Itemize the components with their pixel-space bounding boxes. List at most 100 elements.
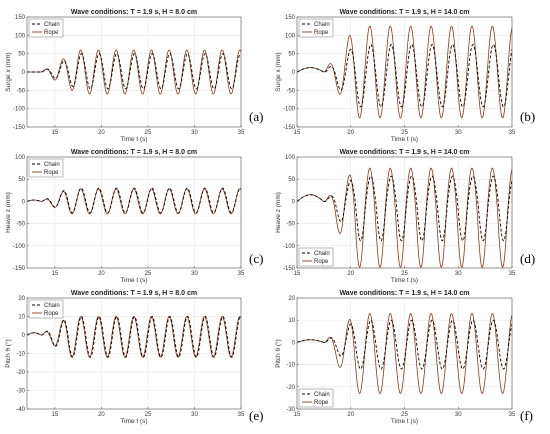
x-tick-label: 30 — [191, 271, 198, 277]
y-tick-label: -150 — [283, 266, 296, 272]
x-tick-label: 25 — [145, 271, 152, 277]
legend: Chain Rope — [28, 299, 64, 319]
x-axis-label: Time t (s) — [391, 418, 418, 425]
legend: Chain Rope — [28, 18, 64, 38]
x-tick-label: 20 — [347, 412, 354, 418]
x-tick-label: 35 — [238, 412, 245, 418]
legend-box — [28, 158, 64, 178]
x-tick-label: 30 — [455, 412, 462, 418]
y-axis-label: Surge x (mm) — [5, 52, 12, 91]
x-axis-label: Time t (s) — [120, 136, 147, 143]
y-axis-label: Surge x (mm) — [275, 52, 282, 91]
x-tick-label: 25 — [401, 130, 408, 136]
y-tick-label: -30 — [16, 389, 25, 395]
chart-title: Wave conditions: T = 1.9 s, H = 8.0 cm — [71, 9, 197, 16]
legend-label-rope: Rope — [44, 30, 59, 36]
series-line-chain — [297, 319, 512, 370]
y-tick-label: 0 — [22, 199, 26, 205]
chart-title: Wave conditions: T = 1.9 s, H = 14.0 cm — [339, 9, 469, 16]
x-tick-label: 35 — [509, 412, 516, 418]
x-tick-label: 25 — [401, 412, 408, 418]
y-tick-label: 0 — [292, 199, 296, 205]
x-tick-label: 15 — [294, 412, 301, 418]
series-line-chain — [27, 53, 241, 90]
legend-label-chain: Chain — [44, 162, 60, 168]
legend-label-rope: Rope — [314, 30, 329, 36]
x-axis-label: Time t (s) — [391, 136, 418, 143]
series-line-chain — [297, 175, 512, 242]
series-line-chain — [27, 187, 241, 214]
legend-label-rope: Rope — [44, 170, 59, 176]
x-tick-label: 35 — [509, 271, 516, 277]
legend-label-rope: Rope — [314, 259, 329, 265]
y-tick-label: -30 — [286, 407, 295, 413]
y-axis-label: Heave z (mm) — [275, 192, 282, 233]
y-tick-label: 50 — [18, 52, 25, 58]
y-tick-label: -50 — [16, 222, 25, 228]
y-axis-label: Heave z (mm) — [5, 192, 12, 233]
x-axis-label: Time t (s) — [120, 277, 147, 284]
y-tick-label: 100 — [15, 33, 26, 39]
x-tick-label: 30 — [191, 130, 198, 136]
x-tick-label: 20 — [347, 271, 354, 277]
series-line-rope — [27, 49, 241, 95]
axes-frame — [26, 156, 242, 269]
panel-label: (e) — [249, 408, 263, 423]
y-axis-label: Pitch θ (°) — [4, 339, 12, 368]
x-tick-label: 30 — [455, 271, 462, 277]
legend-box — [298, 388, 334, 408]
panel-e: 15 20 25 30 35 -40 -30 -20 -10 0 10 20 Wave conditio… — [4, 290, 263, 425]
legend-box — [298, 247, 334, 267]
legend: Chain Rope — [298, 18, 334, 38]
y-tick-label: 50 — [288, 52, 295, 58]
panel-label: (c) — [249, 251, 263, 266]
legend-box — [28, 18, 64, 38]
y-tick-label: 50 — [288, 177, 295, 183]
y-tick-label: 20 — [288, 296, 295, 302]
y-tick-label: -20 — [286, 385, 295, 391]
y-tick-label: -50 — [286, 88, 295, 94]
chart-title: Wave conditions: T = 1.9 s, H = 8.0 cm — [71, 149, 197, 156]
legend-label-chain: Chain — [314, 251, 330, 257]
y-tick-label: 10 — [18, 315, 25, 321]
y-tick-label: -150 — [13, 125, 26, 131]
y-tick-label: 100 — [285, 155, 296, 161]
y-tick-label: 0 — [292, 340, 296, 346]
y-tick-label: 20 — [18, 296, 25, 302]
legend: Chain Rope — [298, 388, 334, 408]
y-tick-label: -10 — [16, 352, 25, 358]
x-tick-label: 25 — [145, 412, 152, 418]
x-tick-label: 15 — [294, 271, 301, 277]
legend-box — [28, 299, 64, 319]
x-tick-label: 35 — [238, 271, 245, 277]
panel-label: (d) — [520, 251, 535, 266]
y-axis-label: Pitch θ (°) — [274, 339, 282, 368]
y-tick-label: -100 — [13, 244, 26, 250]
x-tick-label: 35 — [509, 130, 516, 136]
y-tick-label: 10 — [288, 318, 295, 324]
panel-b: 15 20 25 30 35 -150 -100 -50 0 50 100 150 Wave condi… — [275, 9, 535, 143]
y-tick-label: -50 — [286, 222, 295, 228]
legend: Chain Rope — [298, 247, 334, 267]
y-tick-label: -100 — [13, 107, 26, 113]
x-tick-label: 25 — [401, 271, 408, 277]
x-tick-label: 25 — [145, 130, 152, 136]
x-tick-label: 15 — [294, 130, 301, 136]
series-line-chain — [27, 316, 241, 358]
chart-title: Wave conditions: T = 1.9 s, H = 14.0 cm — [339, 149, 469, 156]
y-tick-label: 0 — [292, 70, 296, 76]
y-tick-label: 0 — [22, 333, 26, 339]
legend-label-chain: Chain — [44, 303, 60, 309]
series-line-rope — [297, 313, 512, 394]
panel-label: (f) — [520, 408, 533, 423]
x-tick-label: 15 — [52, 271, 59, 277]
y-tick-label: -10 — [286, 363, 295, 369]
x-axis-label: Time t (s) — [391, 277, 418, 284]
panel-d: 15 20 25 30 35 -150 -100 -50 0 50 100 Wave conditio… — [275, 149, 535, 284]
legend-label-rope: Rope — [44, 311, 59, 317]
y-tick-label: -150 — [13, 266, 26, 272]
legend-label-rope: Rope — [314, 400, 329, 406]
x-tick-label: 15 — [52, 130, 59, 136]
chart-title: Wave conditions: T = 1.9 s, H = 14.0 cm — [339, 290, 469, 297]
